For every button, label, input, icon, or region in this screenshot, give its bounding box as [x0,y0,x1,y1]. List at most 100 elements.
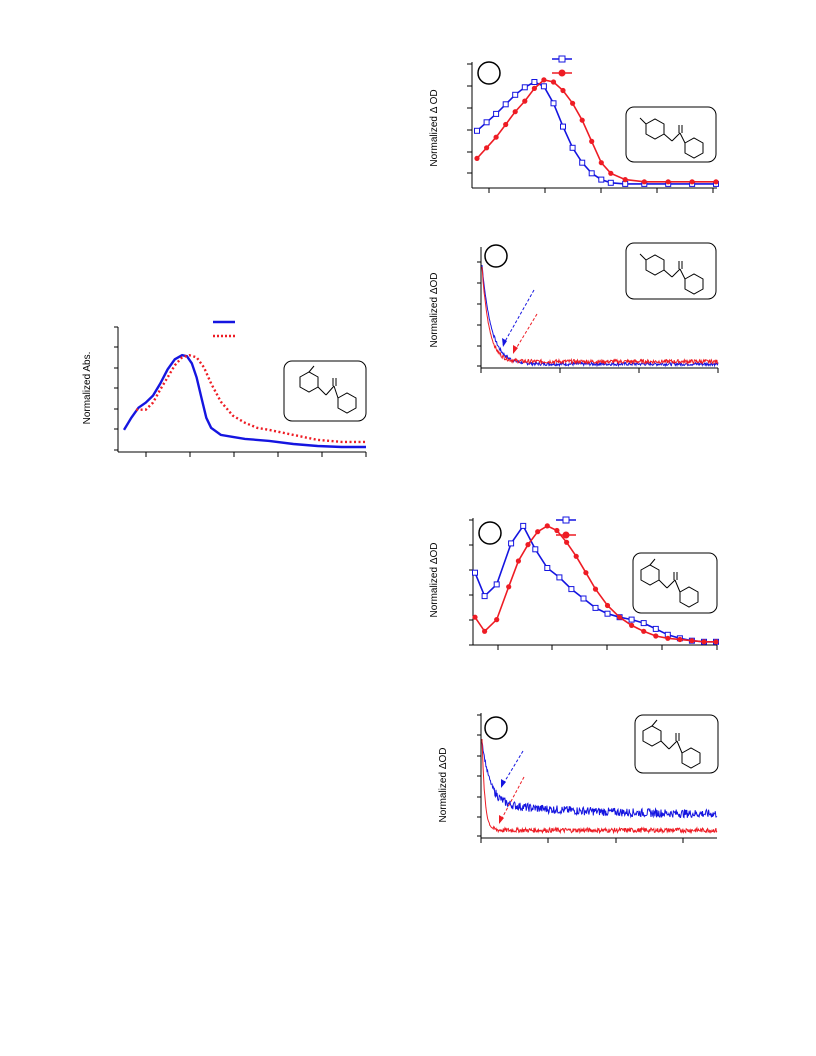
panel-c-inset-box [632,552,718,614]
point-c-0-13 [628,616,635,623]
point-c-1-21 [701,639,707,645]
point-c-0-8 [568,586,575,593]
point-a-0-12 [588,170,595,177]
point-c-1-14 [617,614,623,620]
point-a-0-4 [512,91,519,98]
point-c-1-2 [494,617,500,623]
panel-d-label-circle [484,716,508,740]
point-c-0-2 [493,581,500,588]
point-a-1-4 [512,109,518,115]
point-a-0-13 [598,176,605,183]
blue-dashed-arrow-d [501,750,524,787]
point-a-1-7 [541,77,547,83]
point-c-0-14 [640,620,647,627]
panel-b-ylabel: Normalized ΔOD [429,272,440,347]
point-a-1-5 [522,98,528,104]
point-c-1-8 [554,527,560,534]
point-c-1-1 [482,628,488,634]
point-c-1-16 [641,628,647,634]
point-c-1-3 [506,584,512,590]
legend-marker-square [562,516,570,524]
abs-x-axis [118,451,367,457]
panel-d: Normalized ΔOD [438,713,719,843]
point-c-0-5 [532,546,539,553]
series-abs-1-line [136,353,366,444]
series-d-0-trace [481,742,718,819]
point-a-0-9 [560,123,566,130]
abs-inset-box [283,360,367,422]
point-a-1-1 [484,145,490,151]
point-a-1-9 [560,87,566,94]
point-a-1-13 [598,160,604,166]
point-a-1-3 [503,121,509,128]
point-c-0-4 [520,522,527,529]
point-c-0-15 [652,625,659,632]
point-a-0-7 [540,83,547,90]
panel-c-label-circle [478,521,502,545]
point-c-1-13 [604,602,611,609]
point-c-1-15 [629,622,635,629]
panel-c-plot-area [472,522,719,645]
point-c-0-10 [592,604,599,611]
panel-a-ylabel: Normalized Δ OD [429,89,440,166]
point-a-0-10 [569,144,576,151]
panel-absorption: Normalized Abs. [82,320,367,457]
point-a-1-17 [665,179,671,185]
point-c-1-18 [665,635,671,641]
panel-a-legend [552,55,572,77]
point-c-1-0 [472,614,478,620]
point-a-1-14 [608,170,614,176]
point-c-1-7 [544,523,550,529]
point-c-1-12 [592,586,599,592]
point-a-1-2 [493,134,499,140]
point-a-1-0 [474,155,480,161]
ortho-methyl-stilbene-structure-c [640,558,699,608]
point-c-1-4 [515,558,522,564]
point-a-0-5 [521,84,528,91]
point-a-0-6 [531,79,538,85]
point-c-1-19 [677,636,683,643]
panel-a-structure-inset [625,106,717,163]
point-c-0-9 [580,595,587,602]
point-a-0-3 [502,101,509,108]
panel-b-plot-area [481,264,719,368]
point-a-1-12 [589,138,595,144]
series-abs-0-line [122,353,366,449]
panel-b-arrows [502,289,538,354]
point-a-1-18 [689,179,695,185]
legend-marker-square [558,55,566,63]
point-c-0-0 [472,569,478,576]
point-a-1-8 [550,79,557,85]
point-a-0-11 [579,159,586,166]
point-c-0-7 [556,574,563,581]
point-c-1-10 [573,553,579,559]
point-c-1-22 [713,639,719,645]
panel-c: Normalized ΔOD [429,516,719,650]
para-methyl-stilbene-structure-b [639,253,704,295]
point-c-1-5 [525,542,531,548]
abs-structure-inset [283,360,367,422]
legend-marker-circle [562,531,570,539]
point-a-1-19 [713,179,719,185]
panel-c-y-axis [469,518,474,646]
panel-b: Normalized ΔOD [429,242,719,373]
panel-c-x-axis [473,644,718,650]
red-dashed-arrow-d [499,776,525,823]
panel-d-structure-inset [634,714,719,774]
series-b-1-trace [481,266,719,366]
point-a-1-6 [531,85,538,91]
point-a-1-16 [641,179,647,185]
ortho-methyl-stilbene-structure [299,365,357,414]
panel-b-inset-box [625,242,717,300]
point-c-1-9 [564,539,570,545]
red-dashed-arrow [513,313,538,353]
abs-ylabel: Normalized Abs. [82,352,93,425]
panel-b-structure-inset [625,242,717,300]
panel-b-label-circle [484,244,508,268]
panel-c-ylabel: Normalized ΔOD [429,542,440,617]
panel-d-y-axis [477,713,482,838]
series-b-0-trace [481,264,719,368]
point-a-0-2 [493,110,500,117]
point-a-0-0 [474,127,480,134]
